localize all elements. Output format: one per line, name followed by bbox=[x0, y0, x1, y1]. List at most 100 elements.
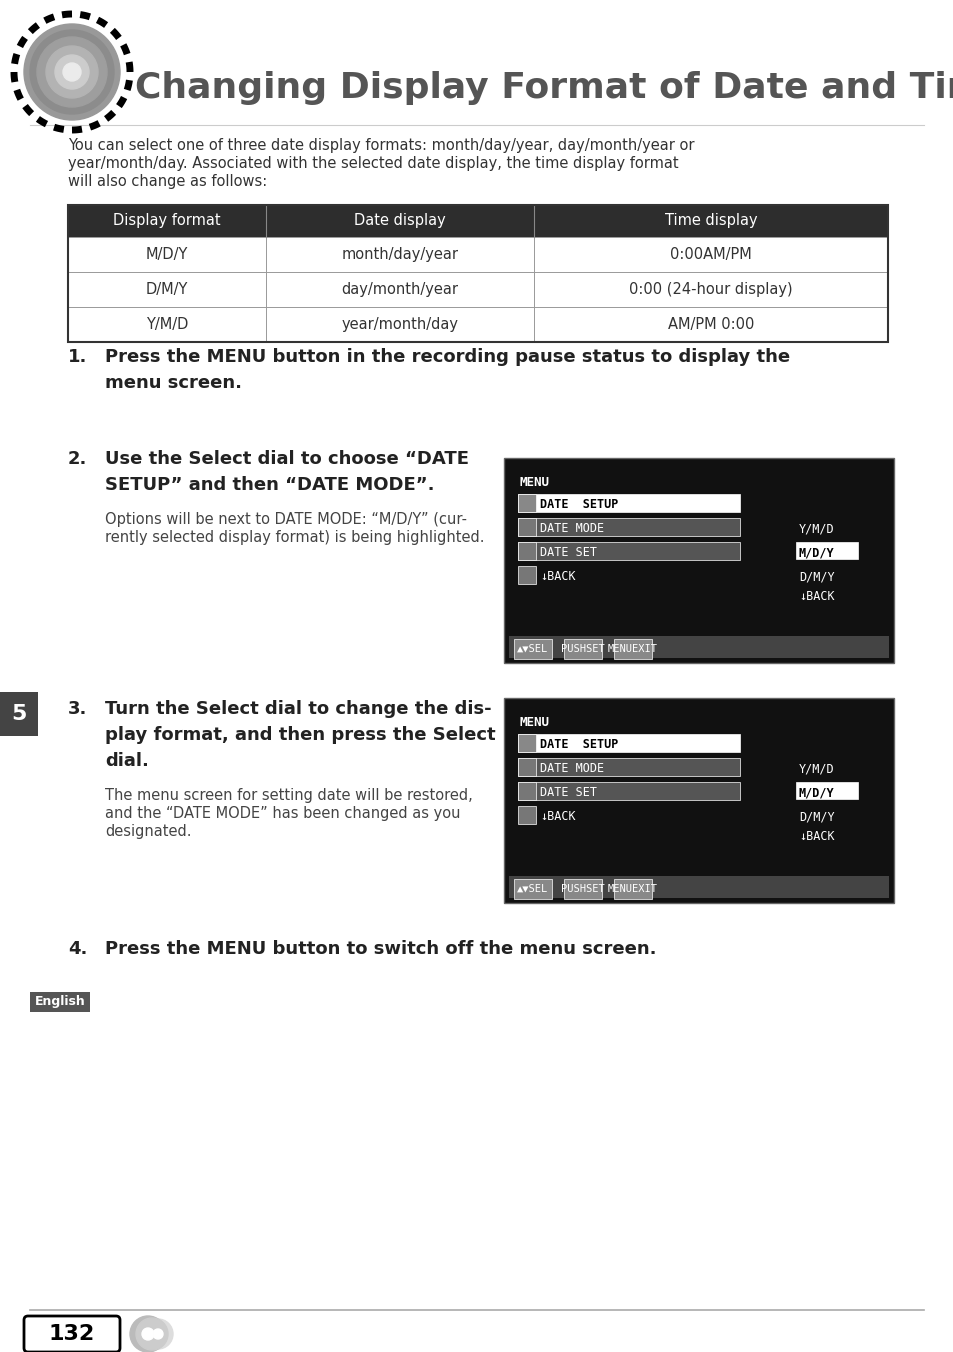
Text: ↓BACK: ↓BACK bbox=[799, 830, 834, 844]
Text: DATE MODE: DATE MODE bbox=[539, 522, 603, 535]
Circle shape bbox=[130, 1315, 166, 1352]
Text: 0:00AM/PM: 0:00AM/PM bbox=[669, 247, 751, 262]
Circle shape bbox=[37, 37, 107, 107]
Bar bbox=[68, 206, 887, 342]
Text: MENUEXIT: MENUEXIT bbox=[607, 644, 658, 654]
Bar bbox=[517, 781, 536, 800]
Text: Turn the Select dial to change the dis-: Turn the Select dial to change the dis- bbox=[105, 700, 491, 718]
Bar bbox=[503, 698, 893, 903]
Circle shape bbox=[142, 1328, 153, 1340]
Text: D/M/Y: D/M/Y bbox=[799, 810, 834, 823]
Text: D/M/Y: D/M/Y bbox=[146, 283, 188, 297]
Text: menu screen.: menu screen. bbox=[105, 375, 242, 392]
Text: English: English bbox=[34, 995, 85, 1009]
Bar bbox=[517, 518, 536, 535]
Text: and the “DATE MODE” has been changed as you: and the “DATE MODE” has been changed as … bbox=[105, 806, 460, 821]
Bar bbox=[517, 734, 740, 752]
Text: rently selected display format) is being highlighted.: rently selected display format) is being… bbox=[105, 530, 484, 545]
Bar bbox=[563, 639, 601, 658]
Text: 1.: 1. bbox=[68, 347, 88, 366]
Text: M/D/Y: M/D/Y bbox=[146, 247, 188, 262]
Bar bbox=[68, 272, 887, 307]
Text: The menu screen for setting date will be restored,: The menu screen for setting date will be… bbox=[105, 788, 473, 803]
Bar bbox=[509, 876, 888, 898]
Bar bbox=[563, 879, 601, 899]
Text: dial.: dial. bbox=[105, 752, 149, 771]
Bar bbox=[795, 542, 857, 558]
Bar bbox=[517, 781, 740, 800]
Circle shape bbox=[136, 1318, 168, 1351]
Circle shape bbox=[143, 1320, 172, 1349]
Text: month/day/year: month/day/year bbox=[341, 247, 458, 262]
Text: 4.: 4. bbox=[68, 940, 88, 959]
Bar bbox=[614, 639, 651, 658]
Text: DATE SET: DATE SET bbox=[539, 786, 597, 799]
Text: D/M/Y: D/M/Y bbox=[799, 571, 834, 583]
Bar bbox=[517, 542, 740, 560]
Circle shape bbox=[24, 24, 120, 120]
Circle shape bbox=[63, 64, 81, 81]
Text: DATE  SETUP: DATE SETUP bbox=[539, 498, 618, 511]
Text: Y/M/D: Y/M/D bbox=[799, 763, 834, 775]
Bar bbox=[30, 992, 90, 1013]
Bar bbox=[68, 206, 887, 237]
Text: 2.: 2. bbox=[68, 450, 88, 468]
Text: day/month/year: day/month/year bbox=[341, 283, 458, 297]
Text: DATE  SETUP: DATE SETUP bbox=[539, 738, 618, 750]
Bar bbox=[68, 237, 887, 272]
Text: ▲▼SEL: ▲▼SEL bbox=[517, 644, 548, 654]
Text: DATE MODE: DATE MODE bbox=[539, 763, 603, 775]
Text: Date display: Date display bbox=[354, 214, 445, 228]
Text: Display format: Display format bbox=[113, 214, 220, 228]
Circle shape bbox=[46, 46, 98, 97]
Text: Press the MENU button to switch off the menu screen.: Press the MENU button to switch off the … bbox=[105, 940, 656, 959]
Bar bbox=[795, 781, 857, 799]
Text: MENUEXIT: MENUEXIT bbox=[607, 884, 658, 894]
Bar bbox=[509, 635, 888, 658]
Bar bbox=[517, 758, 740, 776]
Text: ▲▼SEL: ▲▼SEL bbox=[517, 884, 548, 894]
Bar bbox=[517, 758, 536, 776]
Text: DATE SET: DATE SET bbox=[539, 546, 597, 558]
Text: M/D/Y: M/D/Y bbox=[799, 546, 834, 558]
Bar bbox=[514, 639, 552, 658]
Text: ↓BACK: ↓BACK bbox=[799, 589, 834, 603]
Text: SETUP” and then “DATE MODE”.: SETUP” and then “DATE MODE”. bbox=[105, 476, 434, 493]
Text: PUSHSET: PUSHSET bbox=[560, 644, 604, 654]
Text: Y/M/D: Y/M/D bbox=[799, 522, 834, 535]
Text: Press the MENU button in the recording pause status to display the: Press the MENU button in the recording p… bbox=[105, 347, 789, 366]
Text: will also change as follows:: will also change as follows: bbox=[68, 174, 267, 189]
Text: Options will be next to DATE MODE: “M/D/Y” (cur-: Options will be next to DATE MODE: “M/D/… bbox=[105, 512, 467, 527]
Text: year/month/day. Associated with the selected date display, the time display form: year/month/day. Associated with the sele… bbox=[68, 155, 678, 170]
Bar bbox=[517, 542, 536, 560]
Text: You can select one of three date display formats: month/day/year, day/month/year: You can select one of three date display… bbox=[68, 138, 694, 153]
Text: 132: 132 bbox=[49, 1324, 95, 1344]
Bar bbox=[517, 566, 536, 584]
Bar bbox=[517, 493, 536, 512]
Text: 5: 5 bbox=[11, 704, 27, 725]
Bar bbox=[68, 307, 887, 342]
Text: designated.: designated. bbox=[105, 823, 192, 840]
Text: PUSHSET: PUSHSET bbox=[560, 884, 604, 894]
Text: AM/PM 0:00: AM/PM 0:00 bbox=[667, 316, 754, 333]
Text: 0:00 (24-hour display): 0:00 (24-hour display) bbox=[629, 283, 792, 297]
Bar bbox=[614, 879, 651, 899]
Circle shape bbox=[152, 1329, 163, 1338]
Text: year/month/day: year/month/day bbox=[341, 316, 458, 333]
Bar bbox=[0, 692, 38, 735]
FancyBboxPatch shape bbox=[24, 1315, 120, 1352]
Bar bbox=[503, 458, 893, 662]
Text: Use the Select dial to choose “DATE: Use the Select dial to choose “DATE bbox=[105, 450, 469, 468]
Bar bbox=[514, 879, 552, 899]
Text: Changing Display Format of Date and Time: Changing Display Format of Date and Time bbox=[135, 72, 953, 105]
Circle shape bbox=[55, 55, 89, 89]
Text: 3.: 3. bbox=[68, 700, 88, 718]
Text: Time display: Time display bbox=[664, 214, 757, 228]
Text: ↓BACK: ↓BACK bbox=[539, 810, 575, 823]
Bar bbox=[517, 806, 536, 823]
Bar bbox=[517, 734, 536, 752]
Text: M/D/Y: M/D/Y bbox=[799, 786, 834, 799]
Text: Y/M/D: Y/M/D bbox=[146, 316, 188, 333]
Text: play format, and then press the Select: play format, and then press the Select bbox=[105, 726, 496, 744]
Text: ↓BACK: ↓BACK bbox=[539, 571, 575, 583]
